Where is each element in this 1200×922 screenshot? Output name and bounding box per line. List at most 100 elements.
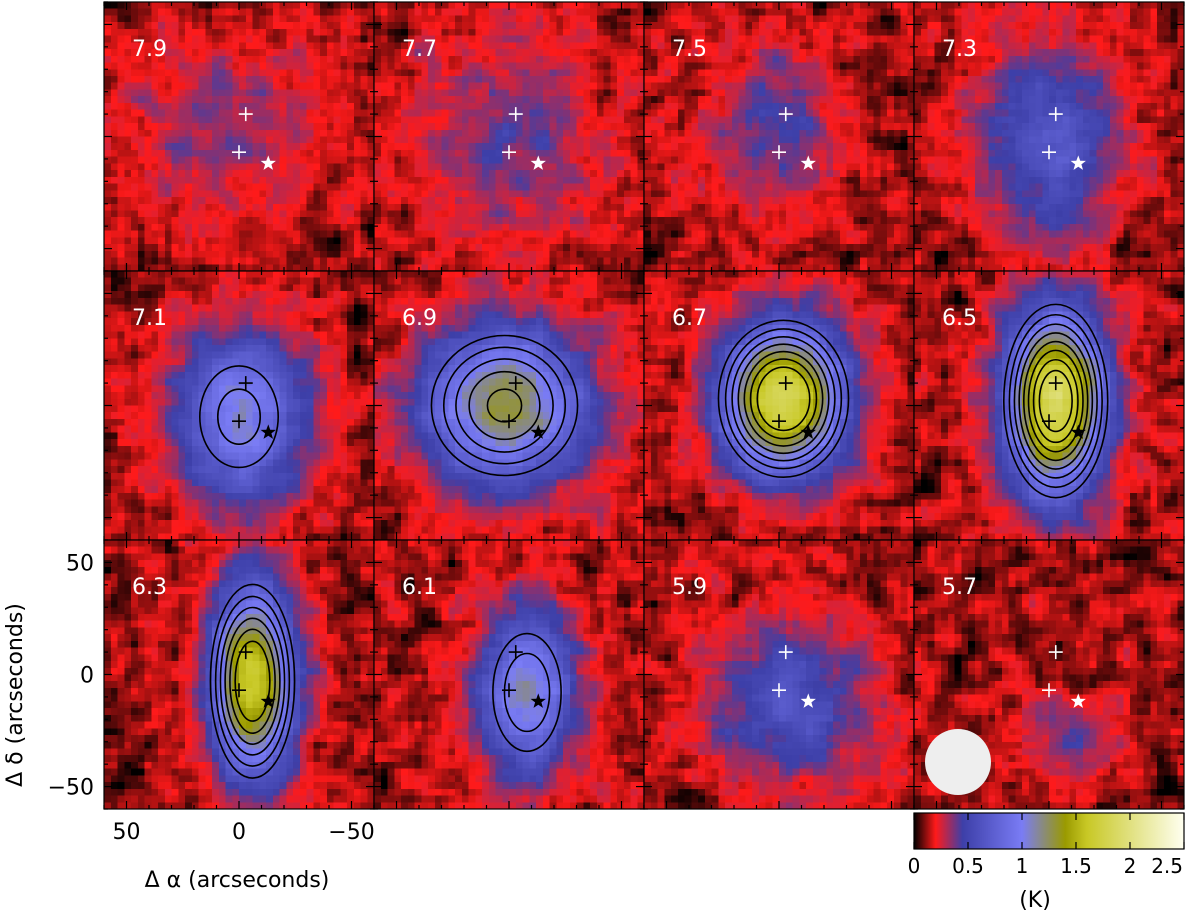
star-marker (260, 693, 276, 708)
contour-line (1013, 323, 1098, 479)
contour-line (442, 346, 567, 465)
contour-line (503, 652, 551, 733)
contour-line (455, 358, 554, 453)
channel-panel: 6.3 (103, 539, 375, 810)
colorbar-tick-label: 1 (1016, 854, 1029, 878)
contour-line (1032, 358, 1079, 444)
panel-ticks (373, 270, 645, 541)
axes-group: Δ α (arcseconds) Δ δ (arcseconds) 50 0 −50… (3, 551, 375, 893)
cross-marker (508, 376, 523, 391)
x-tick-label: −50 (328, 820, 374, 845)
contour-line (756, 366, 811, 432)
star-marker (530, 693, 546, 708)
contour-line (1008, 313, 1103, 489)
colorbar-tick-label: 2 (1124, 854, 1137, 878)
colorbar-label: (K) (1019, 888, 1051, 913)
cross-marker (778, 376, 793, 391)
colorbar-tick-label: 0 (908, 854, 921, 878)
contour-line (1027, 349, 1084, 453)
x-axis-label: Δ α (arcseconds) (145, 868, 330, 893)
panel-ticks (103, 539, 375, 810)
panel-ticks (913, 539, 1185, 810)
contour-line (209, 583, 296, 779)
contour-line (749, 358, 818, 440)
contour-line (1023, 340, 1089, 462)
intensity-map (104, 540, 374, 809)
channel-panel: 7.1 (103, 270, 375, 541)
contour-line (214, 595, 291, 767)
cross-marker (1042, 145, 1056, 160)
contour-line (492, 632, 562, 753)
cross-marker (232, 683, 246, 698)
intensity-map (914, 2, 1184, 271)
panel-velocity-label: 7.3 (942, 37, 977, 62)
panel-velocity-label: 6.1 (402, 575, 437, 600)
channel-panel: 6.1 (373, 539, 645, 810)
star-marker (800, 693, 816, 708)
cross-marker (502, 145, 516, 160)
y-tick-label: 0 (80, 664, 94, 689)
cross-marker (238, 107, 253, 122)
cross-marker (1048, 376, 1063, 391)
colorbar-tick-label: 0.5 (952, 854, 984, 878)
channel-panel: 6.7 (643, 270, 915, 541)
cross-marker (238, 376, 253, 391)
cross-marker (1048, 107, 1063, 122)
contour-line (216, 388, 262, 445)
cross-marker (232, 414, 246, 429)
cross-marker (508, 107, 523, 122)
contour-line (717, 319, 850, 479)
cross-marker (508, 645, 523, 660)
cross-marker (1042, 683, 1056, 698)
panel-velocity-label: 6.7 (672, 306, 707, 331)
panel-velocity-label: 7.1 (132, 306, 167, 331)
contour-line (1018, 332, 1094, 470)
cross-marker (772, 683, 786, 698)
cross-marker (772, 145, 786, 160)
channel-panel: 7.9 (103, 1, 375, 272)
cross-marker (232, 145, 246, 160)
cross-marker (778, 107, 793, 122)
colorbar: (K) 0 0.5 1 1.5 2 2.5 (908, 812, 1185, 913)
cross-marker (778, 645, 793, 660)
y-tick-label: 50 (66, 551, 94, 576)
star-marker (800, 424, 816, 439)
cross-marker (772, 414, 786, 429)
star-marker (1070, 424, 1086, 439)
channel-panel: 6.5 (913, 270, 1185, 541)
contour-line (731, 336, 836, 462)
contour-line (468, 370, 541, 441)
star-marker (800, 155, 816, 170)
panel-velocity-label: 5.9 (672, 575, 707, 600)
star-marker (260, 155, 276, 170)
contour-line (229, 628, 276, 734)
panel-velocity-label: 6.3 (132, 575, 167, 600)
contour-line (224, 617, 281, 745)
contour-line (737, 343, 830, 455)
x-tick-label: 50 (113, 820, 141, 845)
contour-line (219, 606, 286, 756)
cross-marker (1048, 645, 1063, 660)
intensity-map (374, 540, 644, 809)
colorbar-gradient (913, 812, 1185, 850)
intensity-map (104, 2, 374, 271)
channel-panel: 5.9 (643, 539, 915, 810)
panel-velocity-label: 6.5 (942, 306, 977, 331)
panel-velocity-label: 7.9 (132, 37, 167, 62)
cross-marker (502, 414, 516, 429)
channel-panel: 7.5 (643, 1, 915, 272)
x-tick-label: 0 (232, 820, 246, 845)
colorbar-tick-label: 2.5 (1151, 854, 1183, 878)
contour-line (1002, 303, 1109, 499)
channel-panel: 6.9 (373, 270, 645, 541)
y-tick-label: −50 (48, 776, 94, 801)
beam-size-circle (925, 729, 991, 795)
panel-velocity-label: 7.5 (672, 37, 707, 62)
contour-line (1038, 369, 1073, 433)
contour-line (198, 365, 280, 469)
panel-velocity-label: 7.7 (402, 37, 437, 62)
intensity-map (644, 271, 914, 540)
cross-marker (1042, 414, 1056, 429)
